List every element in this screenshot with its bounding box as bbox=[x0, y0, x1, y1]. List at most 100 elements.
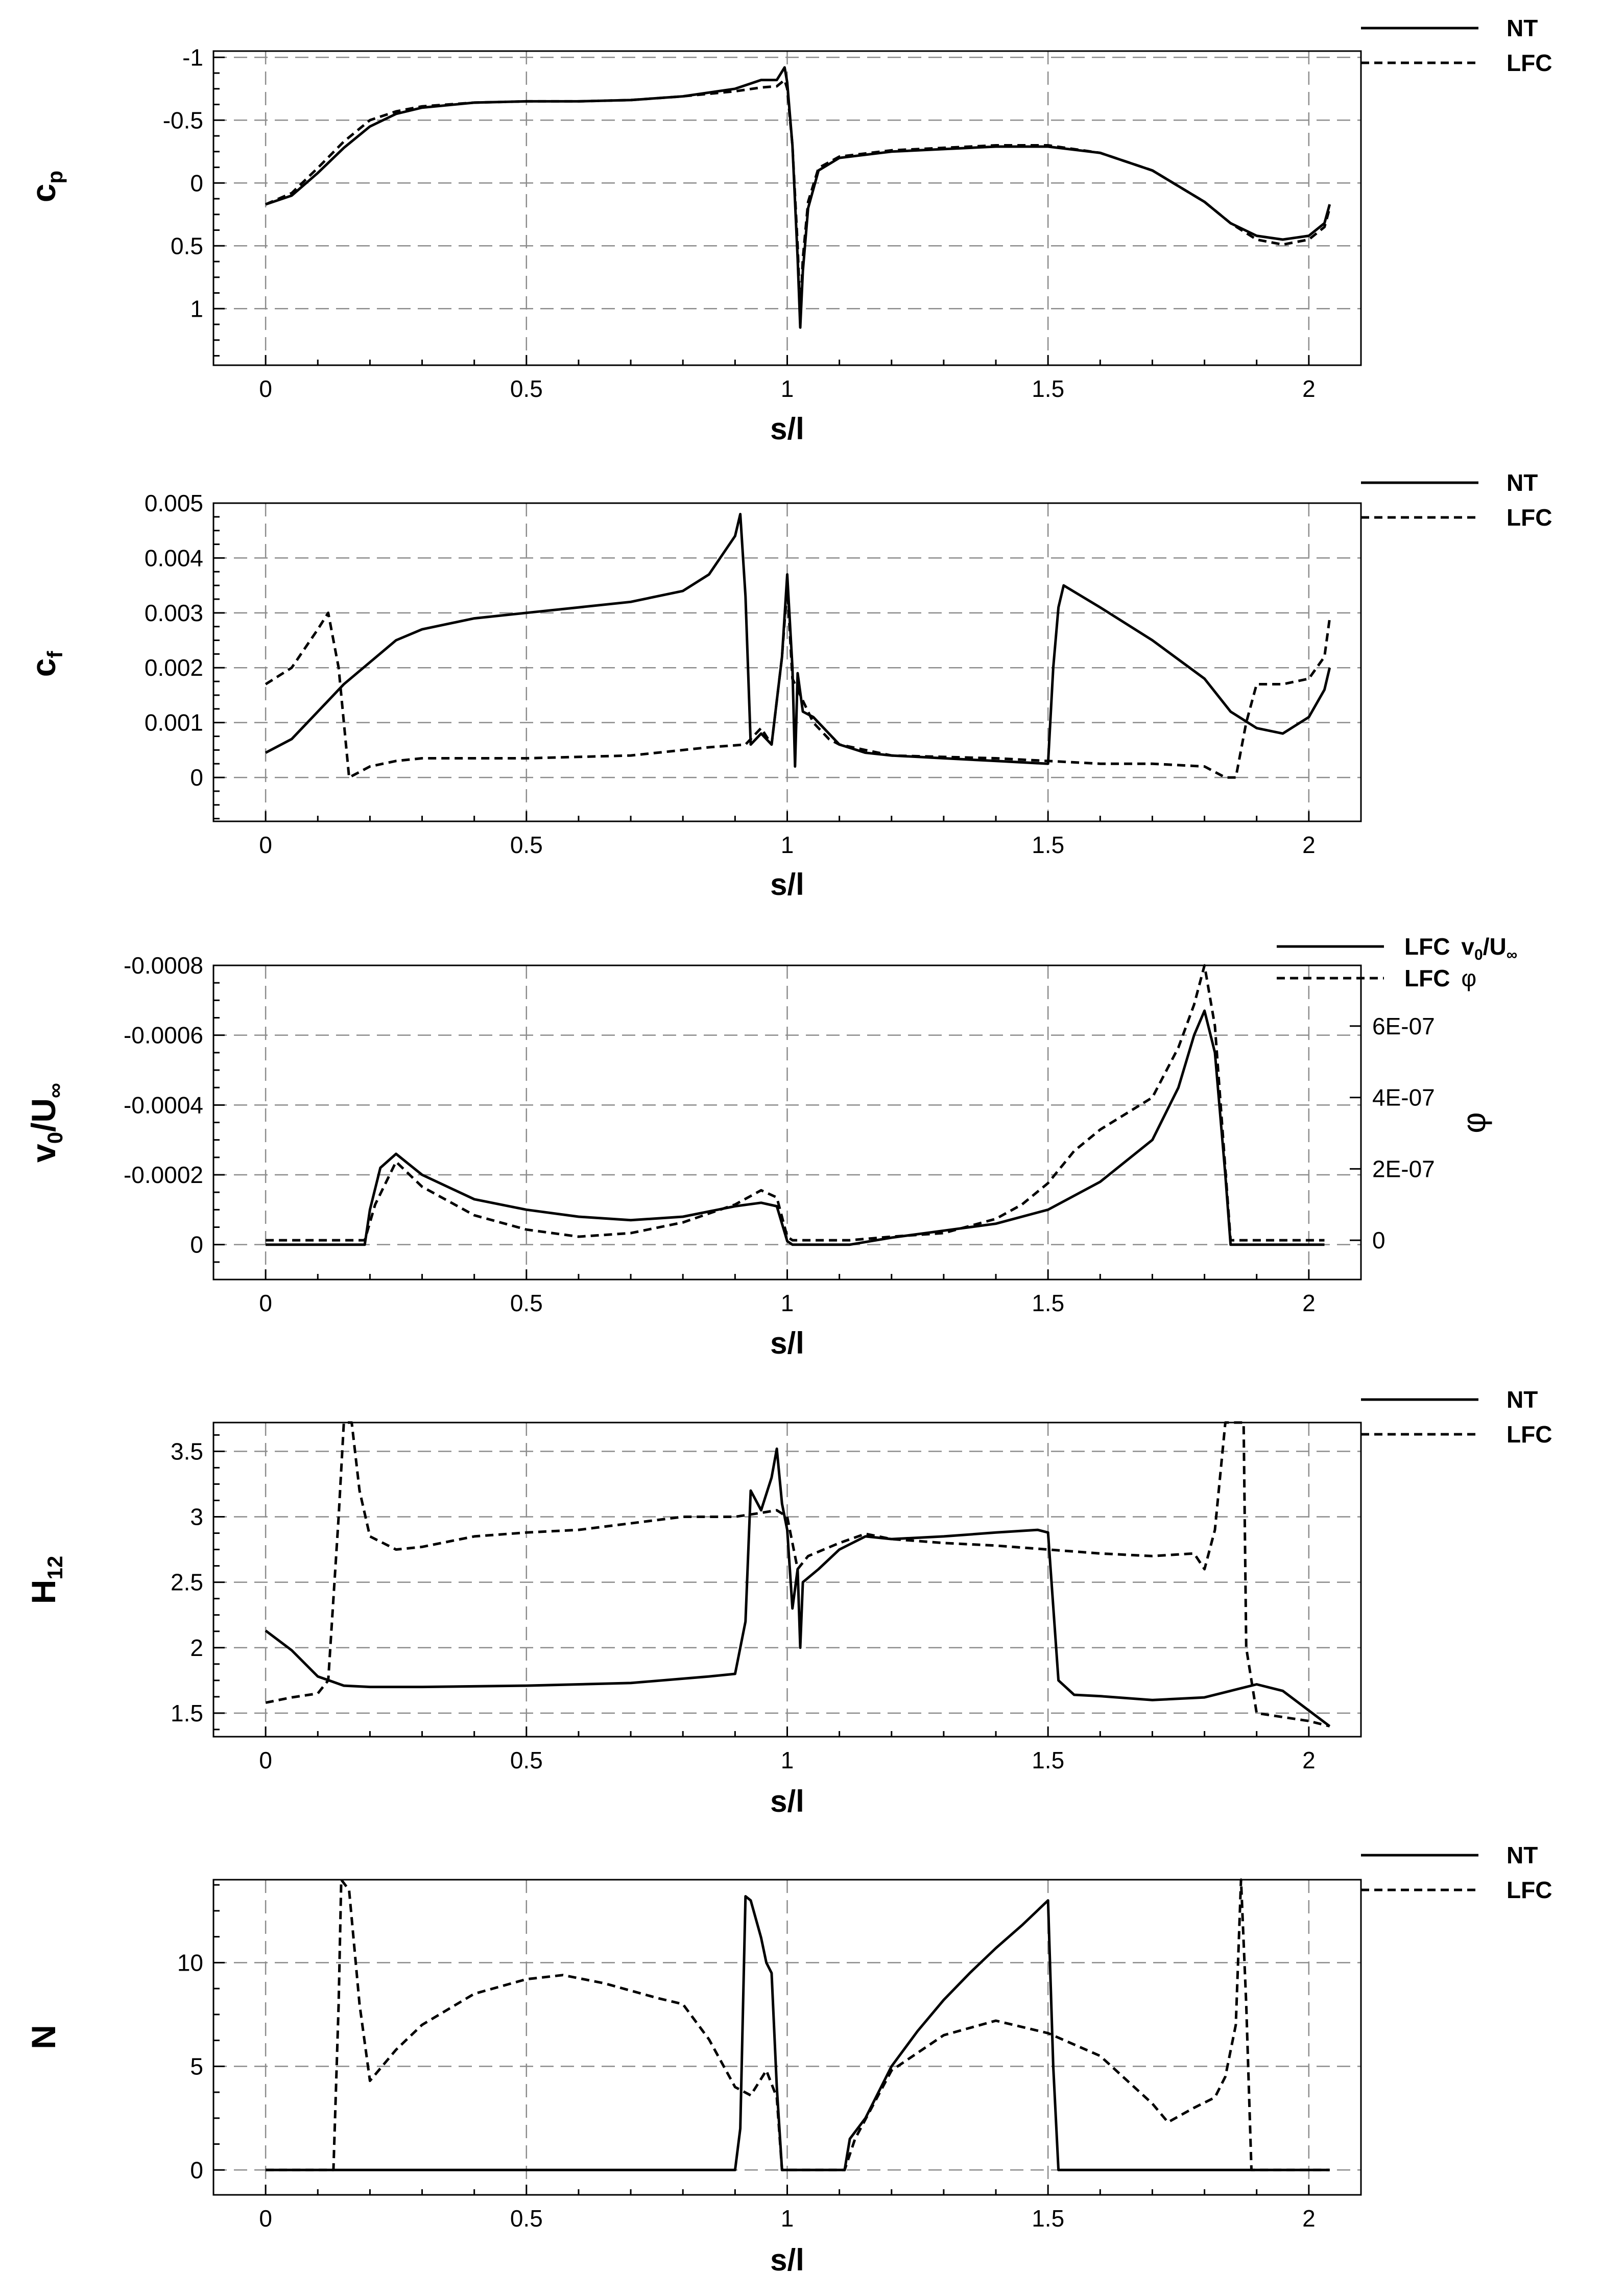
legend-label: LFC bbox=[1507, 1877, 1552, 1903]
y-tick-label: 0 bbox=[190, 764, 203, 791]
series-line-n-0 bbox=[266, 1895, 1330, 2171]
x-tick-label: 0 bbox=[259, 832, 272, 858]
panel-cf: 0 0.5 1 1.5 2 0 0.001 0.002 0.003 0.004 0.005 s/l cf… bbox=[25, 469, 1552, 902]
panel-h12: 0 0.5 1 1.5 2 1.5 2 2.5 3 3.5 s/l H12 NT LFC bbox=[25, 1386, 1552, 1818]
panel-v0: 0 0.5 1 1.5 2 0 -0.0002 -0.0004 -0.0006 -0.0008 0 2… bbox=[25, 933, 1517, 1360]
x-tick-label: 1.5 bbox=[1032, 2205, 1064, 2232]
legend-label: NT bbox=[1507, 1386, 1538, 1413]
x-tick-label: 2 bbox=[1302, 1290, 1316, 1316]
y-tick-label: 1.5 bbox=[171, 1700, 203, 1726]
y-tick-label: 0 bbox=[190, 1232, 203, 1258]
series-line-h12-1 bbox=[265, 1421, 1330, 1727]
x-tick-label: 1.5 bbox=[1032, 375, 1064, 402]
legend: LFC v0/U∞ LFC φ bbox=[1277, 933, 1517, 991]
legend-label: LFC bbox=[1507, 50, 1552, 76]
y-axis-label-main: N bbox=[25, 2025, 62, 2049]
series-line-n-1 bbox=[266, 1878, 1330, 2171]
y-tick-label: 0.004 bbox=[145, 545, 203, 571]
legend-label: NT bbox=[1507, 15, 1538, 41]
x-tick-label: 1 bbox=[781, 375, 794, 402]
y-axis-label-sub: 12 bbox=[43, 1556, 67, 1580]
x-tick-label: 2 bbox=[1302, 375, 1316, 402]
series-line-v0-0 bbox=[266, 1009, 1325, 1246]
plot-frame bbox=[212, 1879, 1362, 2196]
legend-label-rest: /U bbox=[1483, 933, 1507, 960]
x-axis-label: s/l bbox=[770, 1326, 804, 1360]
y-tick-label: 1 bbox=[190, 295, 203, 322]
y-tick-label: -0.0008 bbox=[124, 952, 203, 979]
plot-frame bbox=[212, 50, 1362, 366]
legend-label-main: LFC bbox=[1404, 965, 1450, 991]
x-tick-label: 0 bbox=[259, 1747, 272, 1773]
y-tick-label: -0.5 bbox=[163, 107, 203, 133]
x-tick-label: 1 bbox=[781, 832, 794, 858]
y-axis-label: cp bbox=[25, 171, 67, 202]
y-tick-label: -0.0002 bbox=[124, 1162, 203, 1188]
y-tick-label: 5 bbox=[190, 2053, 203, 2079]
legend-label: NT bbox=[1507, 469, 1538, 496]
series-line-cp-1 bbox=[265, 79, 1331, 317]
y-tick-label: 3.5 bbox=[171, 1438, 203, 1464]
y-tick-label: 2 bbox=[190, 1635, 203, 1661]
x-tick-label: 0.5 bbox=[510, 375, 543, 402]
y-axis-label-sub: p bbox=[43, 171, 67, 184]
legend: NT LFC bbox=[1361, 1386, 1552, 1448]
plot-frame bbox=[212, 502, 1362, 822]
legend-label: LFC bbox=[1507, 1421, 1552, 1448]
series-line-v0-1 bbox=[266, 964, 1325, 1242]
y-tick-label: 0 bbox=[190, 170, 203, 196]
x-tick-label: 1.5 bbox=[1032, 1747, 1064, 1773]
y-tick-label: 10 bbox=[177, 1949, 203, 1976]
y-axis-label-sub: 0 bbox=[43, 1132, 67, 1144]
legend-label-sub2: ∞ bbox=[1507, 946, 1517, 963]
series-line-h12-0 bbox=[265, 1447, 1331, 1727]
x-tick-label: 1 bbox=[781, 1747, 794, 1773]
x-axis-label: s/l bbox=[770, 867, 804, 902]
y-axis-label-rest: /U bbox=[25, 1098, 62, 1132]
y-tick-label: -0.0004 bbox=[124, 1092, 203, 1118]
legend: NT LFC bbox=[1361, 15, 1552, 76]
x-tick-label: 0 bbox=[259, 1290, 272, 1316]
legend-label: NT bbox=[1507, 1842, 1538, 1868]
y-tick-label: 0.5 bbox=[171, 232, 203, 259]
legend-label-symbol: v bbox=[1461, 933, 1474, 960]
y-axis-label: v0/U∞ bbox=[25, 1083, 67, 1163]
x-tick-label: 0 bbox=[259, 375, 272, 402]
y-axis-label-sub: f bbox=[43, 651, 67, 658]
series-line-cf-0 bbox=[265, 513, 1331, 768]
right-y-axis-label: φ bbox=[1455, 1112, 1492, 1133]
x-tick-label: 1.5 bbox=[1032, 832, 1064, 858]
y-axis-label: N bbox=[25, 2025, 62, 2049]
right-y-tick-label: 2E-07 bbox=[1372, 1155, 1435, 1182]
y-tick-label: 0.001 bbox=[145, 709, 203, 736]
x-axis-label: s/l bbox=[770, 412, 804, 446]
x-axis-label: s/l bbox=[770, 2243, 804, 2277]
legend: NT LFC bbox=[1361, 1842, 1552, 1903]
y-tick-label: 2.5 bbox=[171, 1569, 203, 1596]
y-axis-label: cf bbox=[25, 651, 67, 677]
right-y-tick-label: 0 bbox=[1372, 1227, 1385, 1253]
y-axis-label-main: c bbox=[25, 183, 62, 202]
legend-label-sub: 0 bbox=[1474, 946, 1483, 963]
x-tick-label: 0.5 bbox=[510, 1747, 543, 1773]
legend-label-symbol: φ bbox=[1461, 965, 1476, 991]
plot-frame bbox=[212, 964, 1362, 1281]
y-tick-label: 0.002 bbox=[145, 654, 203, 681]
x-tick-label: 2 bbox=[1302, 1747, 1316, 1773]
x-tick-label: 1 bbox=[781, 2205, 794, 2232]
x-axis-label: s/l bbox=[770, 1784, 804, 1818]
legend-label: LFC bbox=[1507, 504, 1552, 531]
y-tick-label: 0.005 bbox=[145, 490, 203, 516]
y-axis-label-main: v bbox=[25, 1144, 62, 1163]
y-tick-label: 0.003 bbox=[145, 600, 203, 626]
x-tick-label: 2 bbox=[1302, 832, 1316, 858]
x-tick-label: 0.5 bbox=[510, 832, 543, 858]
legend: NT LFC bbox=[1361, 469, 1552, 531]
panel-n: 0 0.5 1 1.5 2 0 5 10 s/l N NT LFC bbox=[25, 1842, 1552, 2277]
x-tick-label: 0.5 bbox=[510, 2205, 543, 2232]
y-axis-label-main: H bbox=[25, 1580, 62, 1604]
plot-frame bbox=[212, 1422, 1362, 1738]
x-tick-label: 1 bbox=[781, 1290, 794, 1316]
right-y-tick-label: 6E-07 bbox=[1372, 1013, 1435, 1039]
